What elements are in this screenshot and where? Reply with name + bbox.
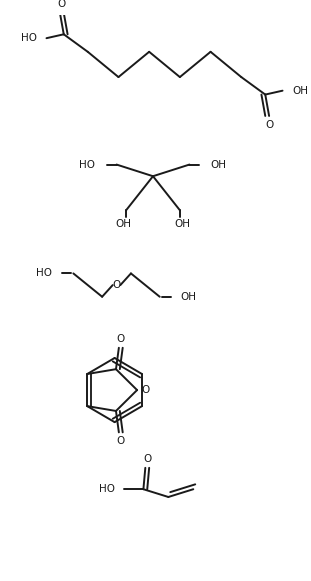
Text: O: O <box>117 436 125 446</box>
Text: OH: OH <box>181 292 197 302</box>
Text: O: O <box>265 120 273 130</box>
Text: O: O <box>117 334 125 344</box>
Text: OH: OH <box>175 219 191 229</box>
Text: O: O <box>142 385 150 395</box>
Text: O: O <box>58 0 66 9</box>
Text: HO: HO <box>36 268 52 278</box>
Text: O: O <box>143 454 151 464</box>
Text: HO: HO <box>79 160 95 170</box>
Text: OH: OH <box>292 85 308 96</box>
Text: HO: HO <box>21 33 37 43</box>
Text: HO: HO <box>99 484 115 494</box>
Text: OH: OH <box>211 160 227 170</box>
Text: OH: OH <box>115 219 131 229</box>
Text: O: O <box>112 280 121 290</box>
